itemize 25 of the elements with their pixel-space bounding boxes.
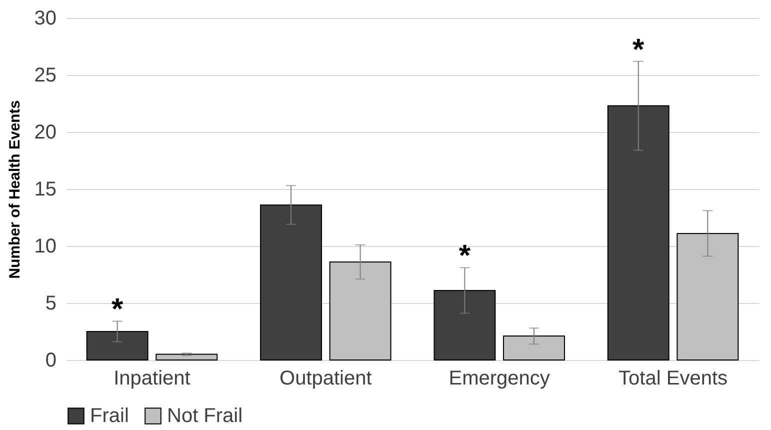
bar <box>607 105 670 360</box>
legend-label: Frail <box>90 405 129 427</box>
bar <box>260 204 322 360</box>
y-tick-label: 30 <box>34 8 56 30</box>
bar <box>676 232 739 360</box>
bar <box>156 354 218 360</box>
x-tick-label: Inpatient <box>114 368 191 390</box>
y-tick-label: 20 <box>34 122 56 144</box>
y-tick-label: 15 <box>34 178 56 200</box>
y-axis-title: Number of Health Events <box>6 100 24 279</box>
bar <box>329 261 392 360</box>
y-tick-label: 0 <box>45 350 56 372</box>
y-tick-label: 25 <box>34 64 56 86</box>
y-tick-label: 5 <box>45 292 56 314</box>
x-tick-label: Outpatient <box>280 368 372 390</box>
annotation: * <box>632 33 645 66</box>
annotation: * <box>458 240 471 273</box>
annotation: * <box>111 293 124 326</box>
bar <box>434 290 496 360</box>
y-tick-label: 10 <box>34 236 56 258</box>
x-tick-label: Emergency <box>448 368 550 390</box>
bar <box>503 336 565 360</box>
bar <box>86 331 148 360</box>
legend-label: Not Frail <box>167 405 243 427</box>
x-tick-label: Total Events <box>618 368 728 390</box>
